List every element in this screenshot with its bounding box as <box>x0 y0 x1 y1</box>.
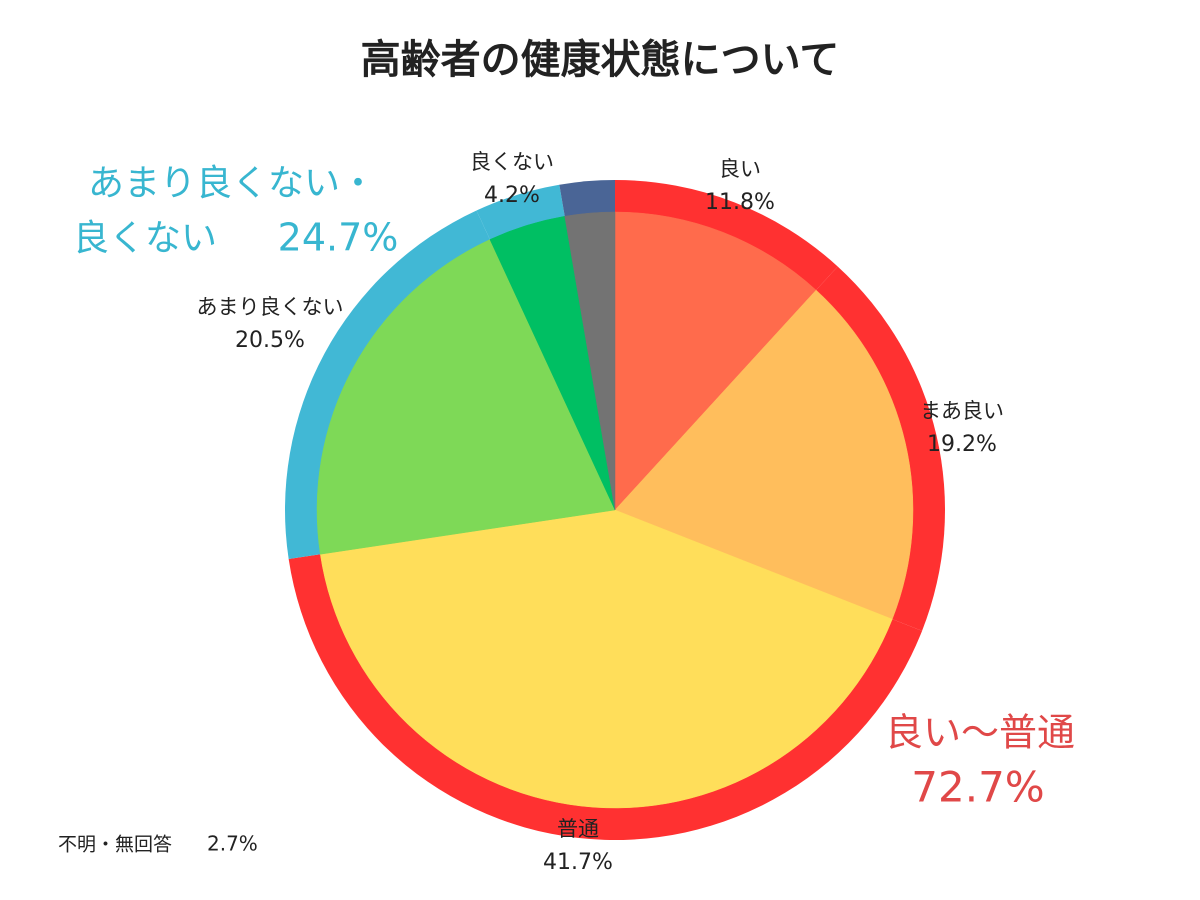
pie-slice <box>320 509 893 809</box>
group-label: 良い～普通 <box>885 711 1075 755</box>
slice-value-label: 4.2% <box>484 183 540 208</box>
group-label: 良くない <box>73 218 217 259</box>
pie-slice <box>316 239 616 555</box>
slice-value-label: 20.5% <box>235 328 305 353</box>
slice-label: 不明・無回答 <box>58 834 172 856</box>
chart-title: 高齢者の健康状態について <box>361 37 840 83</box>
slice-value-label: 41.7% <box>543 850 613 875</box>
pie-slice <box>614 211 817 511</box>
slice-label: 良くない <box>470 150 554 174</box>
slice-label: あまり良くない <box>197 295 344 319</box>
group-value-label: 24.7% <box>278 216 399 260</box>
pie-slice <box>564 211 616 511</box>
group-value-label: 72.7% <box>911 763 1044 812</box>
group-label: あまり良くない・ <box>88 163 376 204</box>
pie-slice <box>614 289 914 620</box>
slice-value-label: 19.2% <box>927 432 997 457</box>
slice-label: 普通 <box>557 817 599 841</box>
slice-value-label: 2.7% <box>207 832 258 856</box>
slice-value-label: 11.8% <box>705 190 775 215</box>
slice-label: まあ良い <box>920 399 1004 423</box>
slice-label: 良い <box>719 157 761 181</box>
